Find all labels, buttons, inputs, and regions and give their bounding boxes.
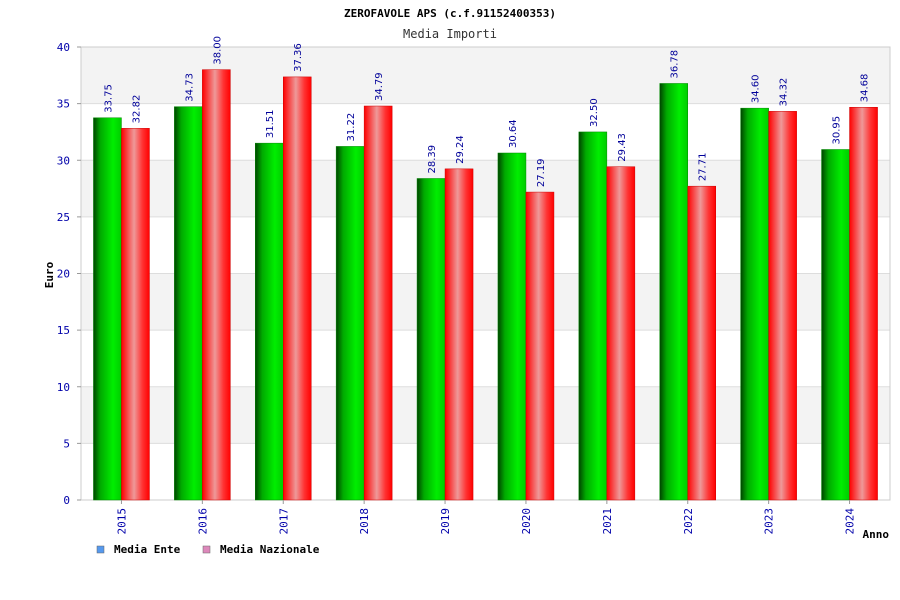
y-tick-label: 40 — [57, 41, 70, 54]
bar-media-nazionale-2015 — [121, 128, 150, 501]
bar-value-label: 27.19 — [536, 158, 547, 187]
chart-subtitle: Media Importi — [403, 27, 497, 41]
bar-media-ente-2018 — [335, 146, 365, 501]
bar-value-label: 34.60 — [751, 75, 762, 104]
bar-media-nazionale-2017 — [283, 76, 312, 501]
bar-media-nazionale-2020 — [525, 191, 555, 501]
bar-media-ente-2020 — [497, 152, 527, 501]
bars — [93, 69, 878, 501]
bar-value-label: 37.36 — [293, 43, 304, 72]
x-axis-label: Anno — [863, 528, 890, 541]
x-tick-label: 2022 — [682, 508, 695, 535]
bar-media-nazionale-2024 — [849, 106, 878, 501]
legend-label-media-nazionale: Media Nazionale — [220, 543, 320, 556]
y-tick-label: 15 — [57, 324, 70, 337]
y-tick-label: 10 — [57, 381, 70, 394]
bar-value-label: 30.64 — [508, 119, 519, 148]
bar-value-label: 29.43 — [617, 133, 628, 162]
bar-media-ente-2019 — [416, 178, 446, 501]
bar-value-label: 38.00 — [212, 36, 223, 65]
x-tick-label: 2016 — [196, 508, 209, 535]
bar-value-label: 32.82 — [131, 95, 142, 124]
chart-title: ZEROFAVOLE APS (c.f.91152400353) — [344, 7, 556, 20]
bar-media-ente-2017 — [255, 142, 284, 501]
x-tick-label: 2018 — [358, 508, 371, 535]
bar-media-nazionale-2018 — [363, 105, 393, 501]
y-tick-label: 30 — [57, 154, 70, 167]
bar-value-label: 36.78 — [670, 50, 681, 79]
y-tick-label: 35 — [57, 98, 70, 111]
y-tick-label: 20 — [57, 268, 70, 281]
y-axis-ticks: 0 5 10 15 20 25 30 35 40 — [57, 41, 81, 507]
bar-media-ente-2022 — [659, 83, 688, 501]
bar-media-ente-2024 — [821, 149, 850, 501]
x-tick-label: 2024 — [844, 508, 857, 535]
x-tick-label: 2015 — [115, 508, 128, 535]
bar-value-label: 30.95 — [832, 116, 843, 145]
bar-media-nazionale-2023 — [768, 111, 797, 501]
bar-value-label: 33.75 — [103, 84, 114, 113]
legend: Media Ente Media Nazionale — [96, 543, 320, 556]
bar-value-label: 29.24 — [455, 135, 466, 164]
x-tick-label: 2023 — [763, 508, 776, 535]
x-tick-label: 2020 — [520, 508, 533, 535]
y-tick-label: 5 — [63, 437, 70, 450]
bar-media-nazionale-2019 — [444, 168, 474, 501]
bar-value-labels: 33.75 32.82 34.73 38.00 31.51 37.36 31.22 34.79… — [103, 36, 870, 187]
bar-media-nazionale-2021 — [606, 166, 636, 501]
bar-value-label: 34.32 — [779, 78, 790, 107]
bar-value-label: 31.51 — [265, 110, 276, 139]
x-tick-label: 2019 — [439, 508, 452, 535]
y-tick-label: 25 — [57, 211, 70, 224]
bar-value-label: 34.79 — [374, 72, 385, 101]
bar-media-ente-2023 — [740, 107, 769, 501]
x-tick-label: 2017 — [277, 508, 290, 535]
y-axis-label: Euro — [43, 261, 56, 288]
bar-media-ente-2016 — [174, 106, 203, 501]
bar-value-label: 27.71 — [698, 153, 709, 182]
bar-value-label: 34.68 — [860, 74, 871, 103]
legend-label-media-ente: Media Ente — [114, 543, 181, 556]
bar-media-nazionale-2016 — [202, 69, 231, 501]
bar-media-ente-2015 — [93, 117, 122, 501]
bar-value-label: 31.22 — [346, 113, 357, 142]
bar-value-label: 28.39 — [427, 145, 438, 174]
bar-media-nazionale-2022 — [687, 185, 716, 501]
bar-value-label: 32.50 — [589, 98, 600, 127]
y-tick-label: 0 — [63, 494, 70, 507]
x-axis-ticks: 2015 2016 2017 2018 2019 2020 2021 2022 2023 2024 — [115, 500, 857, 535]
bar-value-label: 34.73 — [184, 73, 195, 102]
x-tick-label: 2021 — [601, 508, 614, 535]
legend-swatch-media-ente — [96, 545, 105, 554]
legend-swatch-media-nazionale — [202, 545, 211, 554]
bar-media-ente-2021 — [578, 131, 608, 501]
